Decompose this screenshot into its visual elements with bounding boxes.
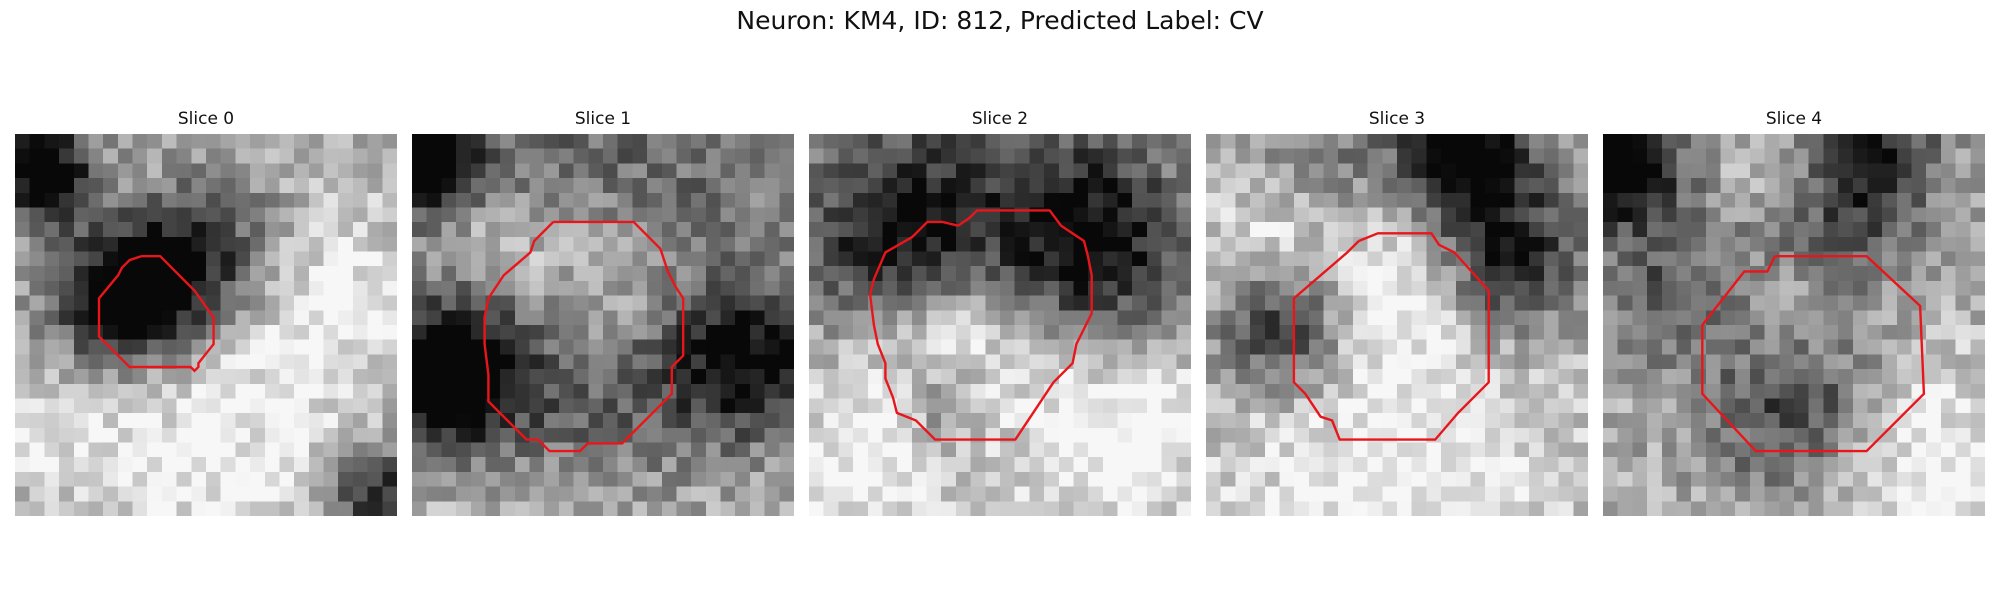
slice-image — [1603, 134, 1985, 516]
slice-title: Slice 4 — [1765, 109, 1823, 129]
segmentation-contour — [868, 209, 1093, 441]
pixel-mosaic — [15, 134, 397, 516]
segmentation-contour — [1292, 232, 1490, 441]
segmentation-contour — [1701, 254, 1926, 453]
slice-panel-4: Slice 4 — [1603, 108, 1985, 516]
slice-title: Slice 3 — [1368, 109, 1426, 129]
pixel-mosaic — [412, 134, 794, 516]
slice-panel-2: Slice 2 — [809, 108, 1191, 516]
segmentation-contour — [483, 220, 685, 453]
pixel-mosaic — [1206, 134, 1588, 516]
slice-title: Slice 1 — [574, 109, 632, 129]
figure-title: Neuron: KM4, ID: 812, Predicted Label: C… — [736, 6, 1264, 35]
slice-image — [412, 134, 794, 516]
pixel-mosaic — [809, 134, 1191, 516]
slice-title: Slice 2 — [971, 109, 1029, 129]
slice-title: Slice 0 — [177, 109, 235, 129]
slice-panel-0: Slice 0 — [15, 108, 397, 516]
slice-image — [809, 134, 1191, 516]
slice-panel-1: Slice 1 — [412, 108, 794, 516]
slice-image — [1206, 134, 1588, 516]
slice-panel-3: Slice 3 — [1206, 108, 1588, 516]
segmentation-contour — [97, 254, 215, 373]
slice-image — [15, 134, 397, 516]
pixel-mosaic — [1603, 134, 1985, 516]
